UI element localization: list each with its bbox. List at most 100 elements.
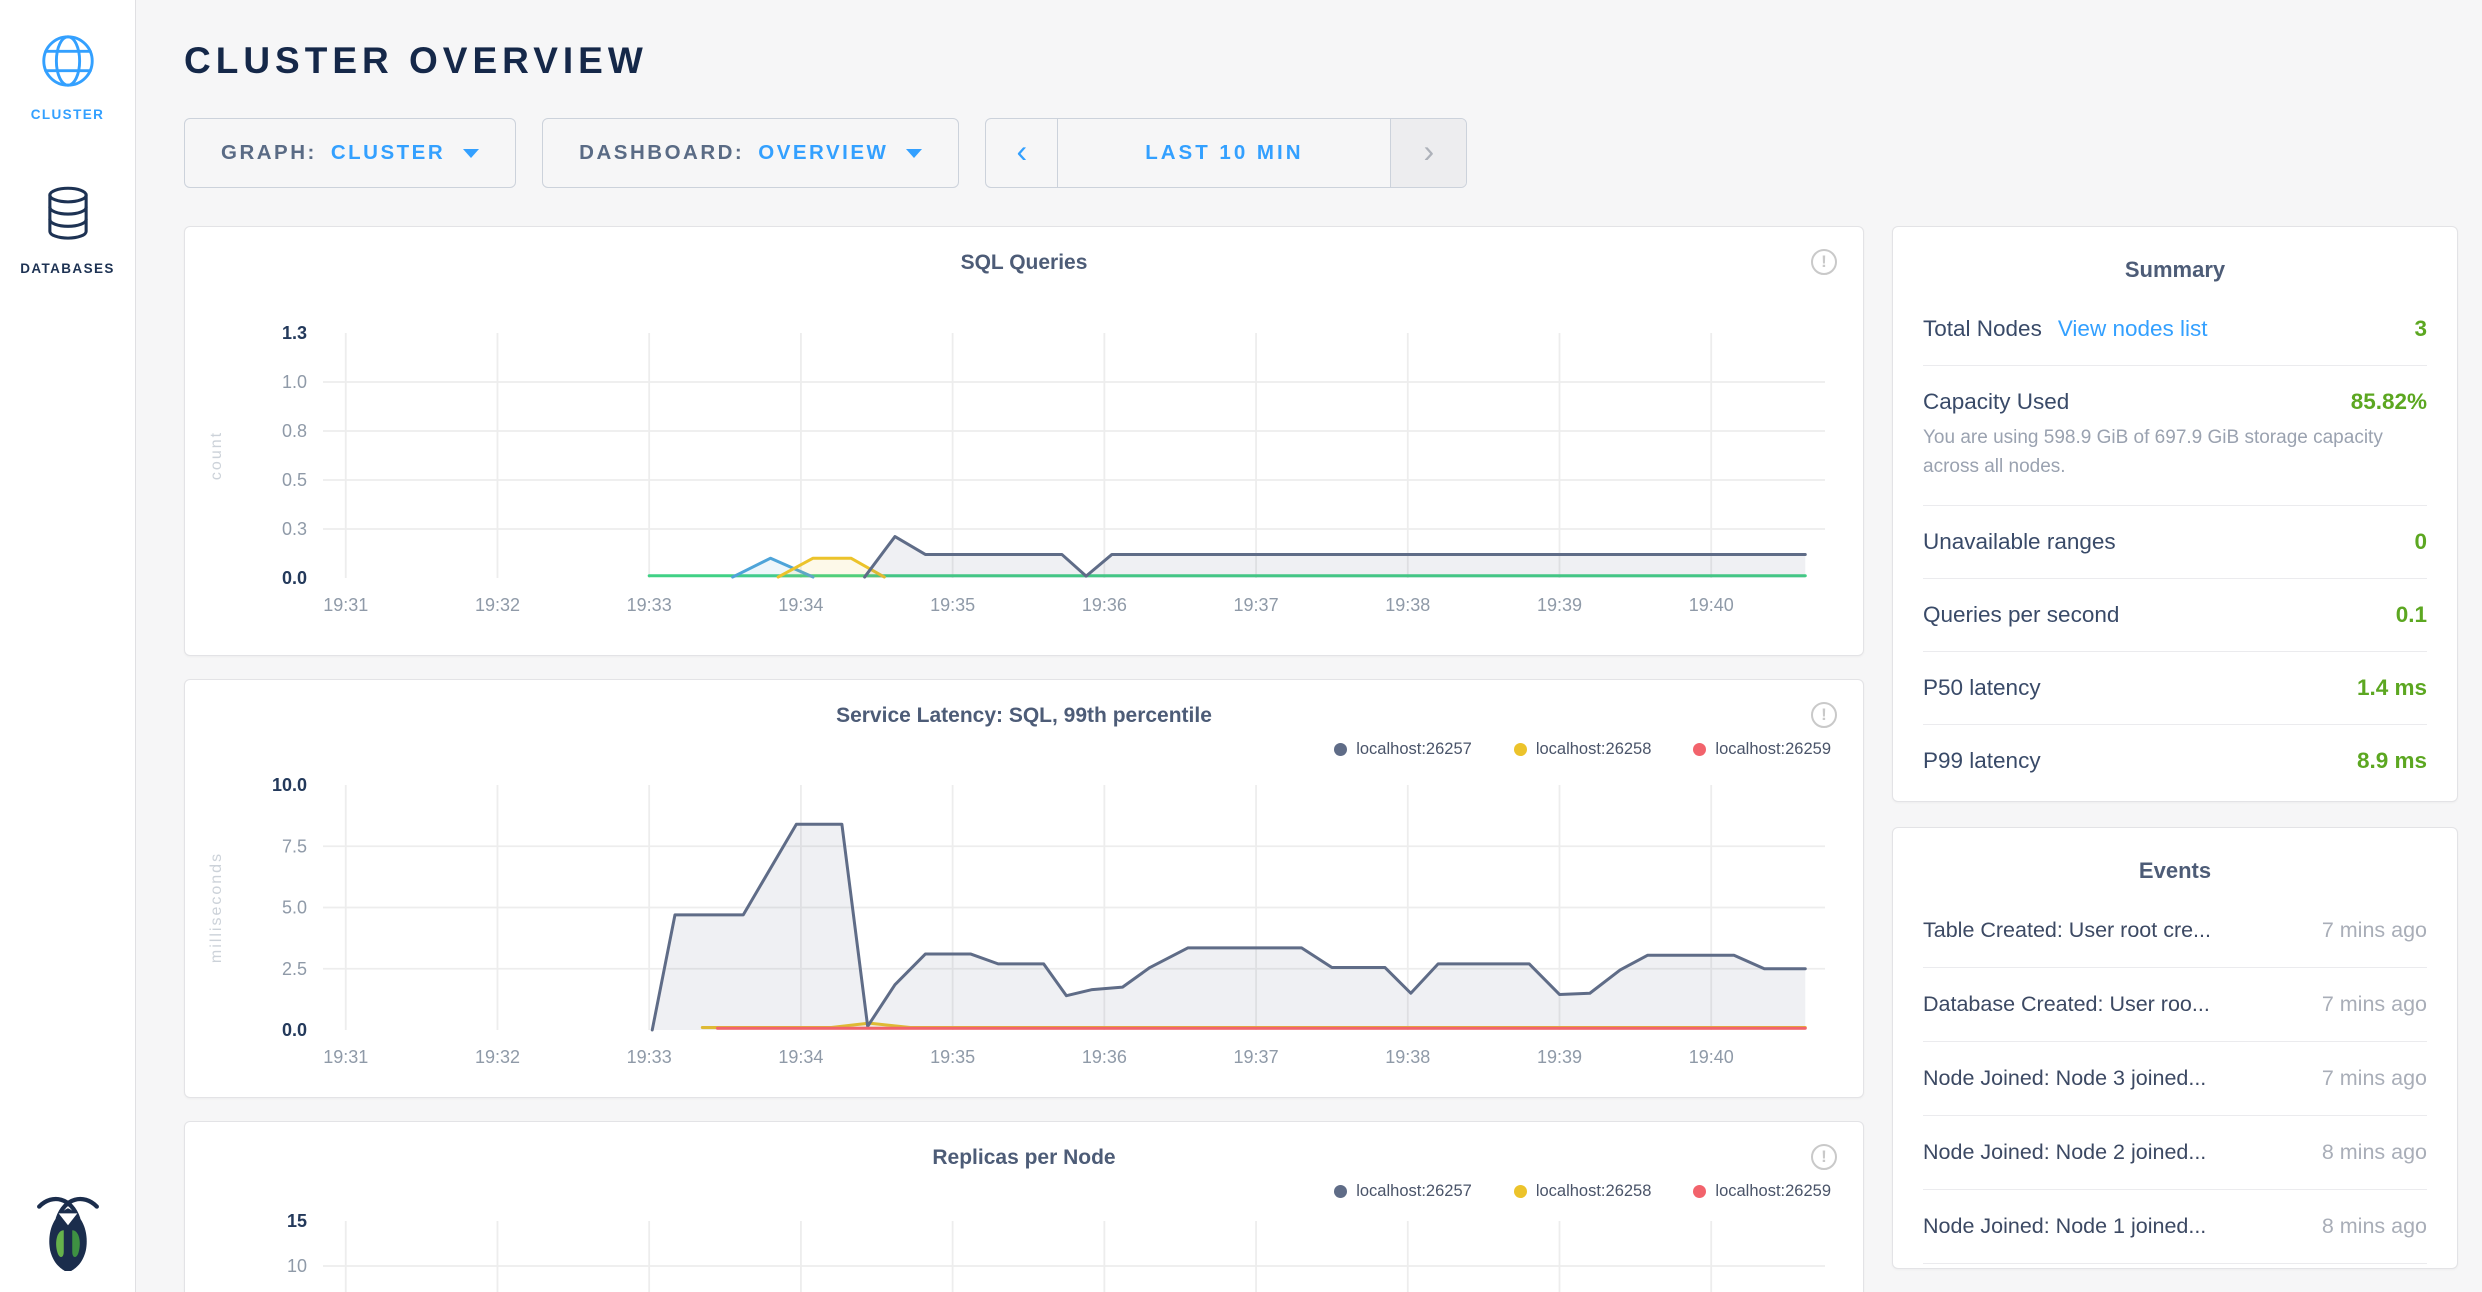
summary-row-value: 3 (2414, 316, 2427, 341)
svg-text:19:38: 19:38 (1385, 595, 1430, 615)
chevron-down-icon (906, 148, 923, 158)
summary-row-label: Capacity Used (1923, 389, 2070, 414)
info-icon[interactable] (1811, 249, 1837, 275)
svg-text:19:39: 19:39 (1537, 1047, 1582, 1067)
chart-card-sql-queries: SQL Queries 19:3119:3219:3319:3419:3519:… (184, 226, 1864, 656)
chart-canvas: 19:3119:3219:3319:3419:3519:3619:3719:38… (287, 1211, 1825, 1292)
svg-text:0.0: 0.0 (282, 568, 307, 588)
time-range-prev-button[interactable]: ‹ (986, 119, 1059, 187)
svg-text:10.0: 10.0 (272, 775, 307, 795)
event-row: Node Joined: Node 1 joined... 8 mins ago (1923, 1190, 2427, 1264)
graph-dropdown-value: CLUSTER (330, 141, 446, 164)
main-content: CLUSTER OVERVIEW GRAPH: CLUSTER DASHBOAR… (137, 0, 2482, 1292)
sidebar-item-label: CLUSTER (30, 107, 105, 122)
controls-bar: GRAPH: CLUSTER DASHBOARD: OVERVIEW ‹ LAS… (184, 118, 2460, 188)
info-icon[interactable] (1811, 1144, 1837, 1170)
legend-item[interactable]: localhost:26259 (1693, 1182, 1831, 1201)
time-range-next-button[interactable]: › (1390, 119, 1467, 187)
events-panel-title: Events (2138, 857, 2212, 883)
svg-text:0.3: 0.3 (282, 519, 307, 539)
svg-text:7.5: 7.5 (282, 836, 307, 856)
event-time: 7 mins ago (2321, 917, 2427, 942)
svg-text:19:35: 19:35 (930, 595, 975, 615)
summary-row-value: 0.1 (2395, 601, 2427, 627)
legend-item[interactable]: localhost:26257 (1334, 1182, 1472, 1201)
graph-dropdown-label: GRAPH: (221, 141, 317, 164)
chevron-down-icon (463, 148, 480, 158)
svg-text:0.8: 0.8 (282, 421, 307, 441)
legend-label: localhost:26257 (1356, 1182, 1472, 1200)
svg-text:19:31: 19:31 (323, 595, 368, 615)
event-time: 7 mins ago (2321, 1065, 2427, 1090)
svg-text:5.0: 5.0 (282, 898, 307, 918)
svg-text:10: 10 (287, 1256, 307, 1276)
svg-text:milliseconds: milliseconds (208, 852, 225, 963)
event-row: Table Created: User root cre... 7 mins ag… (1923, 894, 2427, 968)
svg-text:19:40: 19:40 (1689, 595, 1734, 615)
svg-text:1.3: 1.3 (282, 323, 307, 343)
chart-title: Replicas per Node (932, 1146, 1116, 1169)
sidebar-item-cluster[interactable]: CLUSTER (0, 30, 135, 122)
page-title: CLUSTER OVERVIEW (184, 40, 648, 81)
view-nodes-list-link[interactable]: View nodes list (2057, 316, 2208, 341)
legend-label: localhost:26259 (1715, 740, 1831, 758)
svg-text:19:40: 19:40 (1689, 1047, 1734, 1067)
svg-text:1.0: 1.0 (282, 372, 307, 392)
legend-item[interactable]: localhost:26257 (1334, 740, 1472, 759)
summary-row-value: 0 (2414, 528, 2427, 554)
dashboard-dropdown[interactable]: DASHBOARD: OVERVIEW (542, 118, 960, 188)
summary-panel: Summary Total Nodes View nodes list 3 Capac… (1892, 226, 2458, 802)
svg-text:19:35: 19:35 (930, 1047, 975, 1067)
svg-text:2.5: 2.5 (282, 959, 307, 979)
info-icon[interactable] (1811, 702, 1837, 728)
summary-row-value: 1.4 ms (2356, 674, 2427, 700)
summary-row: Queries per second 0.1 (1923, 579, 2427, 652)
summary-row-label: Total Nodes (1923, 316, 2042, 341)
svg-text:19:37: 19:37 (1234, 595, 1279, 615)
legend-item[interactable]: localhost:26258 (1513, 1182, 1652, 1201)
legend-label: localhost:26259 (1715, 1182, 1831, 1200)
legend-label: localhost:26258 (1535, 1182, 1652, 1200)
legend-dot-icon (1334, 743, 1348, 756)
svg-text:19:32: 19:32 (475, 595, 520, 615)
charts-column: SQL Queries 19:31 19:32 19:33 19:34 19:35 19:… (184, 226, 1864, 1292)
legend-dot-icon (1334, 1185, 1348, 1198)
summary-row-label: Queries per second (1923, 601, 2120, 627)
graph-dropdown[interactable]: GRAPH: CLUSTER (184, 118, 517, 188)
event-time: 8 mins ago (2321, 1213, 2427, 1238)
chart-legend: localhost:26257 localhost:26258 localhost:… (205, 740, 1831, 759)
svg-text:0.5: 0.5 (282, 470, 307, 490)
summary-row-value: 85.82% (2350, 389, 2427, 414)
summary-row-value: 8.9 ms (2356, 747, 2427, 773)
event-text: Node Joined: Node 1 joined... (1923, 1213, 2207, 1238)
event-text: Table Created: User root cre... (1923, 917, 2211, 942)
database-icon (39, 186, 97, 250)
time-range-label[interactable]: LAST 10 MIN (1145, 141, 1304, 164)
legend-label: localhost:26257 (1356, 740, 1472, 758)
legend-dot-icon (1693, 1185, 1707, 1198)
cockroachdb-logo-icon (32, 1193, 104, 1276)
chart-title: SQL Queries (960, 251, 1088, 274)
event-time: 7 mins ago (2321, 991, 2427, 1016)
svg-text:19:38: 19:38 (1385, 1047, 1430, 1067)
svg-text:19:32: 19:32 (475, 1047, 520, 1067)
event-row: Node Joined: Node 3 joined... 7 mins ago (1923, 1042, 2427, 1116)
right-column: Summary Total Nodes View nodes list 3 Capac… (1892, 226, 2458, 1269)
svg-text:19:36: 19:36 (1082, 595, 1127, 615)
svg-text:count: count (208, 431, 225, 480)
svg-text:19:33: 19:33 (627, 595, 672, 615)
summary-row-subtext: You are using 598.9 GiB of 697.9 GiB sto… (1923, 427, 2383, 478)
chart-legend: localhost:26257 localhost:26258 localhost:… (205, 1182, 1831, 1201)
event-time: 8 mins ago (2321, 1139, 2427, 1164)
svg-text:19:33: 19:33 (627, 1047, 672, 1067)
legend-label: localhost:26258 (1535, 740, 1652, 758)
legend-dot-icon (1693, 743, 1707, 756)
sidebar-item-databases[interactable]: DATABASES (0, 184, 135, 276)
legend-item[interactable]: localhost:26259 (1693, 740, 1831, 759)
summary-row: Unavailable ranges 0 (1923, 506, 2427, 579)
legend-dot-icon (1513, 743, 1527, 756)
svg-text:19:39: 19:39 (1537, 595, 1582, 615)
event-text: Node Joined: Node 3 joined... (1923, 1065, 2207, 1090)
legend-item[interactable]: localhost:26258 (1513, 740, 1652, 759)
summary-row: Capacity Used 85.82% You are using 598.9 G… (1923, 366, 2427, 506)
